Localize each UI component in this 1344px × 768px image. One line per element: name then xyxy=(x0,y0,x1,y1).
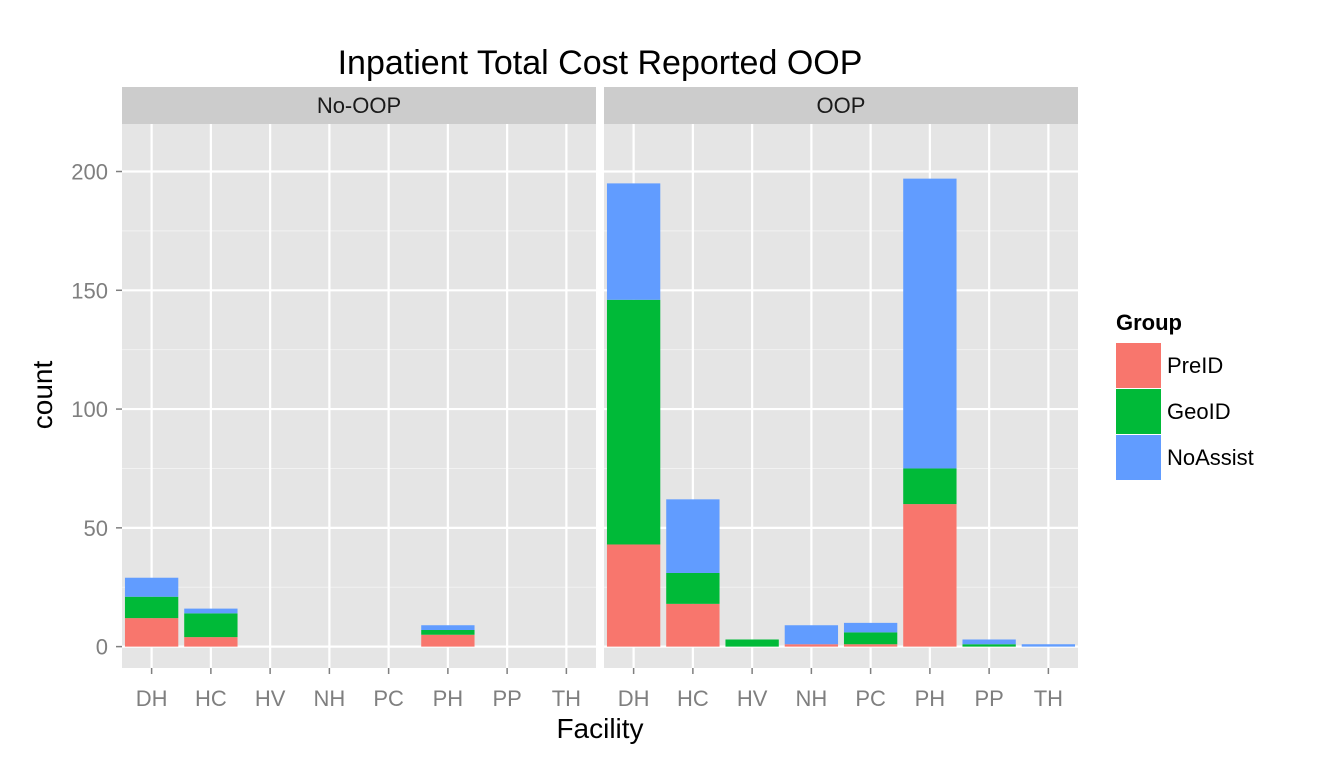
facet-strip-label: No-OOP xyxy=(317,93,401,118)
x-tick-label: NH xyxy=(313,686,345,711)
legend-label-noassist: NoAssist xyxy=(1167,445,1254,470)
x-tick-label: HV xyxy=(737,686,768,711)
legend: Group PreID GeoID NoAssist xyxy=(1116,310,1254,480)
facet-panels: No-OOP DH HC HV NH PC PH PP TH OOP DH HC HV NH PC PH PP T… xyxy=(71,87,1078,711)
y-tick-label: 150 xyxy=(71,278,108,303)
x-tick-label: PP xyxy=(492,686,521,711)
facet-strip xyxy=(122,87,596,124)
x-tick-label: PH xyxy=(433,686,464,711)
x-tick-label: HC xyxy=(677,686,709,711)
bar-no-oop-ph-noassist xyxy=(421,625,475,630)
bar-no-oop-dh-noassist xyxy=(124,577,179,597)
bar-oop-pc-noassist xyxy=(843,622,898,633)
facet-panel-no-oop: No-OOP DH HC HV NH PC PH PP TH xyxy=(122,87,596,711)
x-tick-label: PC xyxy=(855,686,886,711)
bar-oop-hv-geoid xyxy=(725,639,779,647)
x-tick-label: HC xyxy=(195,686,227,711)
bar-oop-ph-geoid xyxy=(903,468,957,505)
y-tick-label: 100 xyxy=(71,397,108,422)
bar-oop-nh-noassist xyxy=(784,625,839,645)
bar-no-oop-hc-geoid xyxy=(184,613,238,638)
bar-no-oop-ph-geoid xyxy=(421,629,475,635)
x-tick-label: TH xyxy=(552,686,581,711)
y-tick-label: 50 xyxy=(84,516,108,541)
x-tick-label: NH xyxy=(795,686,827,711)
x-tick-label: DH xyxy=(136,686,168,711)
bar-oop-pp-geoid xyxy=(962,644,1016,647)
plot-background xyxy=(122,124,596,668)
y-axis: 0 50 100 150 200 xyxy=(71,160,122,660)
x-tick-label: PC xyxy=(373,686,404,711)
legend-key-preid xyxy=(1116,343,1161,388)
legend-label-preid: PreID xyxy=(1167,353,1223,378)
bar-no-oop-dh-geoid xyxy=(124,596,179,619)
bar-oop-ph-noassist xyxy=(903,178,957,469)
facet-strip-label: OOP xyxy=(817,93,866,118)
bar-oop-th-noassist xyxy=(1021,644,1076,647)
chart-title: Inpatient Total Cost Reported OOP xyxy=(338,44,863,82)
bar-no-oop-hc-preid xyxy=(184,637,238,647)
bar-oop-hc-noassist xyxy=(666,499,720,573)
bar-oop-dh-geoid xyxy=(606,299,661,545)
bar-oop-pp-noassist xyxy=(962,639,1016,645)
bar-oop-ph-preid xyxy=(903,504,957,647)
legend-label-geoid: GeoID xyxy=(1167,399,1231,424)
facet-panel-oop: OOP DH HC HV NH PC PH PP TH xyxy=(604,87,1078,711)
y-tick-label: 200 xyxy=(71,160,108,185)
bar-oop-dh-noassist xyxy=(606,183,661,300)
bar-no-oop-hc-noassist xyxy=(184,608,238,614)
bar-oop-nh-preid xyxy=(784,644,839,647)
bar-oop-hc-geoid xyxy=(666,572,720,604)
bar-oop-pc-geoid xyxy=(843,632,898,645)
x-axis-title: Facility xyxy=(556,713,643,744)
facet-strip xyxy=(604,87,1078,124)
y-axis-title: count xyxy=(27,361,58,430)
bar-oop-hc-preid xyxy=(666,603,720,647)
bar-oop-pc-preid xyxy=(843,644,898,647)
legend-title: Group xyxy=(1116,310,1182,335)
y-tick-label: 0 xyxy=(96,635,108,660)
bar-no-oop-dh-preid xyxy=(124,618,179,647)
x-tick-label: DH xyxy=(618,686,650,711)
x-tick-label: HV xyxy=(255,686,286,711)
x-tick-label: PP xyxy=(974,686,1003,711)
legend-key-geoid xyxy=(1116,389,1161,434)
x-tick-label: PH xyxy=(915,686,946,711)
bar-oop-dh-preid xyxy=(606,544,661,647)
x-tick-label: TH xyxy=(1034,686,1063,711)
legend-key-noassist xyxy=(1116,435,1161,480)
bar-no-oop-ph-preid xyxy=(421,634,475,647)
